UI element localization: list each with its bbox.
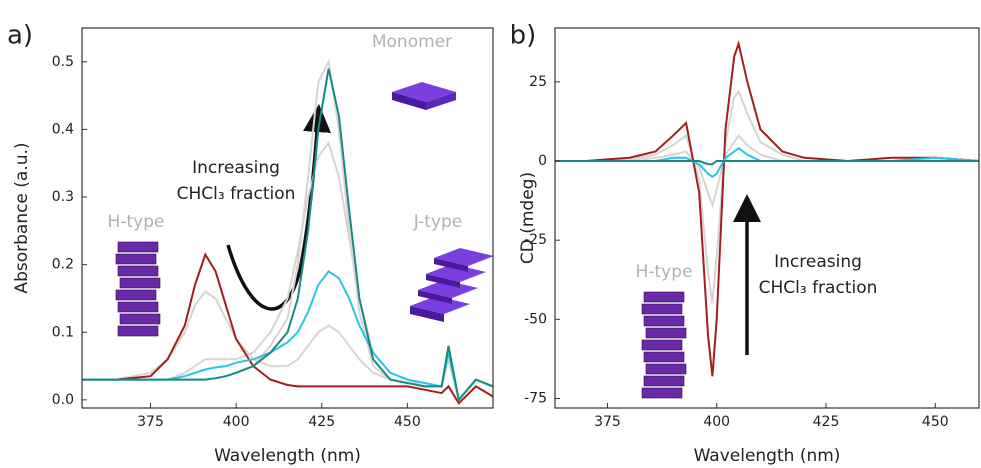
y-tick-label: 0.0	[52, 392, 74, 408]
monomer-icon	[392, 82, 456, 110]
x-tick-label: 425	[813, 414, 840, 430]
y-tick-label: 0.1	[52, 324, 74, 340]
plot-frame	[554, 27, 980, 409]
x-tick-label: 400	[703, 414, 730, 430]
j-type-icon	[410, 248, 494, 322]
x-tick-label: 375	[137, 414, 164, 430]
annotation: H-type	[108, 212, 165, 232]
annotation: CHCl₃ fraction	[177, 184, 296, 204]
x-tick-label: 425	[308, 414, 335, 430]
data-line	[82, 68, 493, 403]
y-tick-label: 25	[529, 74, 547, 90]
x-axis-title: Wavelength (nm)	[214, 446, 361, 466]
x-tick-label: 400	[223, 414, 250, 430]
data-line	[555, 40, 979, 377]
y-axis-title: Absorbance (a.u.)	[12, 142, 32, 293]
data-line	[82, 252, 493, 405]
y-axis-title: CD (mdeg)	[518, 172, 538, 264]
x-tick-label: 375	[594, 414, 621, 430]
y-tick-label: 0	[538, 153, 547, 169]
x-tick-label: 450	[394, 414, 421, 430]
data-line	[555, 147, 979, 179]
annotation: J-type	[413, 212, 463, 232]
annotation: Increasing	[774, 252, 862, 272]
y-tick-label: 0.2	[52, 257, 74, 273]
data-line	[555, 160, 979, 166]
h-type-icon	[641, 291, 687, 399]
x-axis-title: Wavelength (nm)	[694, 446, 841, 466]
y-tick-label: 0.5	[52, 54, 74, 70]
data-line	[555, 89, 979, 304]
h-type-icon	[115, 241, 161, 337]
y-tick-label: 0.3	[52, 189, 74, 205]
y-tick-label: 0.4	[52, 121, 74, 137]
annotation: a)	[7, 21, 33, 51]
annotation: Increasing	[192, 158, 280, 178]
y-tick-label: -50	[524, 311, 547, 327]
plot-frame	[81, 27, 494, 409]
annotation: CHCl₃ fraction	[759, 278, 878, 298]
annotation: H-type	[636, 262, 693, 282]
annotation: Monomer	[372, 32, 452, 52]
x-tick-label: 450	[922, 414, 949, 430]
annotation: b)	[510, 21, 537, 51]
y-tick-label: -25	[524, 232, 547, 248]
y-tick-label: -75	[524, 391, 547, 407]
data-line	[82, 270, 493, 403]
